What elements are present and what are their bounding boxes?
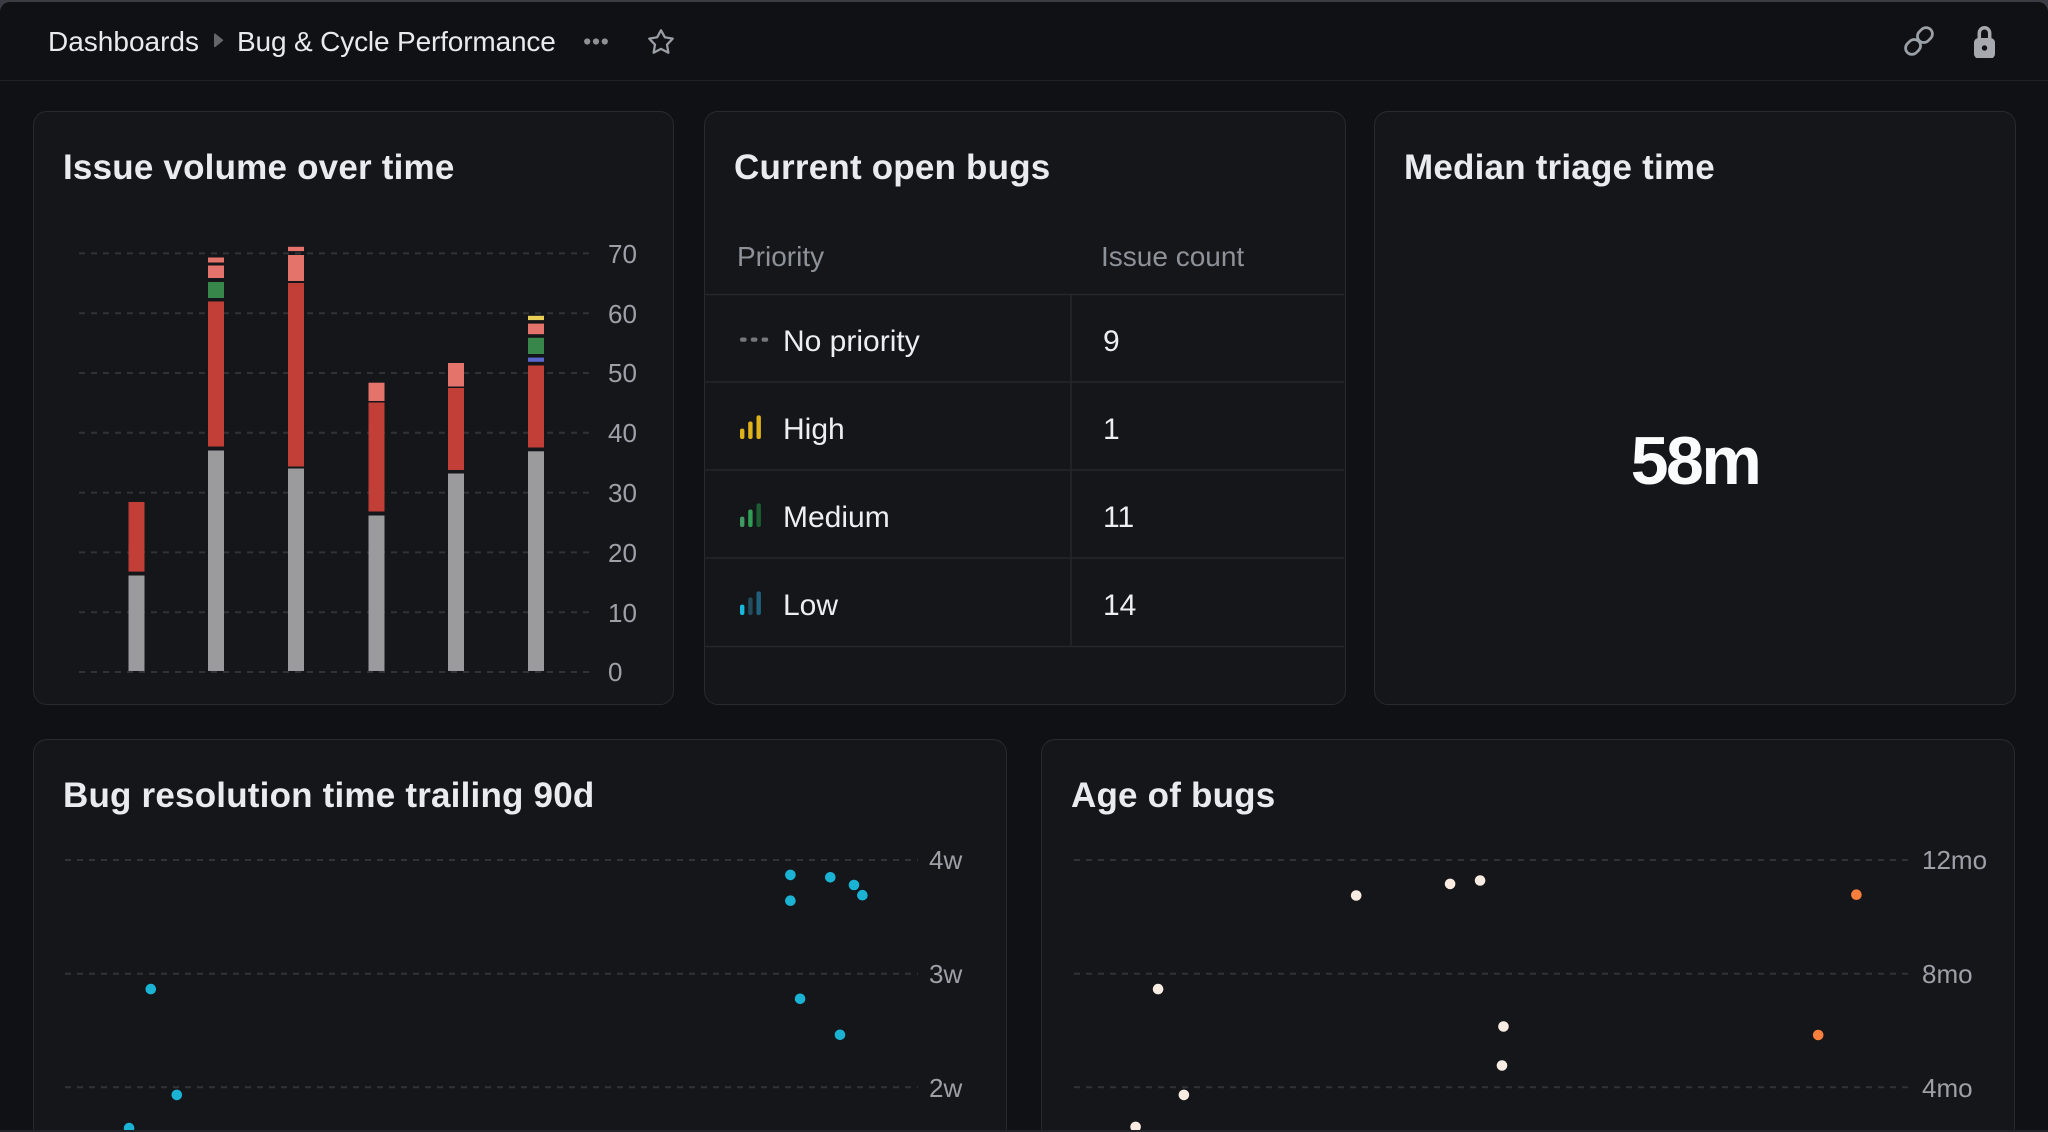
svg-text:30: 30	[608, 478, 637, 508]
svg-text:9: 9	[1103, 325, 1120, 358]
svg-text:2w: 2w	[929, 1073, 962, 1103]
svg-text:10: 10	[608, 598, 637, 628]
svg-text:4w: 4w	[929, 845, 962, 875]
svg-text:50: 50	[608, 358, 637, 388]
svg-text:4mo: 4mo	[1922, 1073, 1973, 1103]
svg-text:High: High	[783, 413, 845, 446]
svg-text:14: 14	[1103, 589, 1136, 622]
svg-text:Low: Low	[783, 589, 838, 622]
svg-text:20: 20	[608, 538, 637, 568]
svg-text:60: 60	[608, 299, 637, 329]
svg-text:Medium: Medium	[783, 501, 890, 534]
svg-text:3w: 3w	[929, 959, 962, 989]
svg-text:11: 11	[1103, 501, 1134, 534]
svg-text:No priority: No priority	[783, 325, 920, 358]
svg-text:40: 40	[608, 418, 637, 448]
svg-text:0: 0	[608, 657, 622, 687]
svg-text:70: 70	[608, 239, 637, 269]
svg-text:12mo: 12mo	[1922, 845, 1987, 875]
svg-text:8mo: 8mo	[1922, 959, 1973, 989]
svg-text:1: 1	[1103, 413, 1120, 446]
